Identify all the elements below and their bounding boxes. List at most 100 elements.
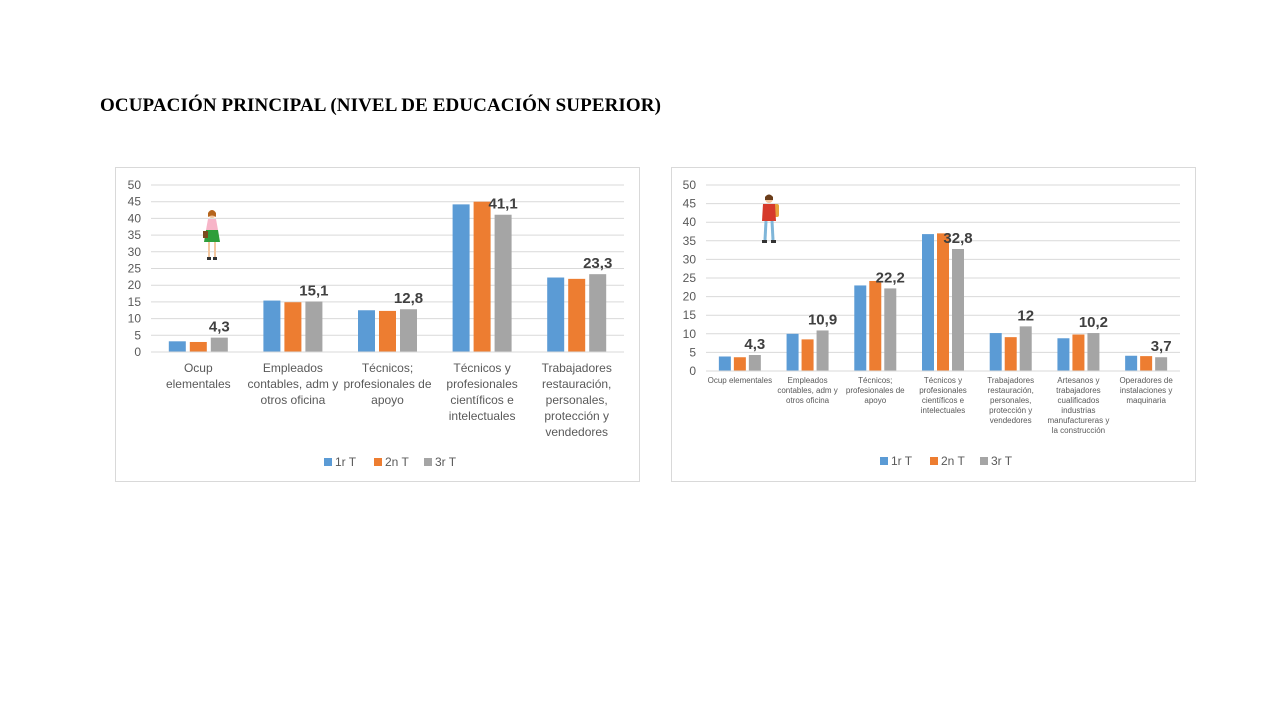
bar-3rt (589, 274, 607, 352)
legend-swatch (374, 458, 382, 466)
data-label: 3,7 (1151, 338, 1172, 355)
category-label: Empleados (788, 376, 828, 385)
y-tick-label: 45 (128, 195, 142, 209)
data-label: 4,3 (209, 319, 230, 336)
category-label: otros oficina (261, 393, 326, 407)
y-tick-label: 15 (128, 295, 142, 309)
category-label: Técnicos; (362, 361, 413, 375)
bar-1rt (1057, 338, 1070, 371)
bar-3rt (494, 214, 512, 352)
data-label: 22,2 (876, 269, 905, 286)
category-label: manufactureras y (1048, 416, 1110, 425)
chart-right-svg: 0 5 10 15 20 25 30 35 40 45 50 4,3 Ocup elementales 1… (683, 178, 1180, 468)
bar-3rt (1155, 357, 1168, 371)
category-label: Empleados (263, 361, 323, 375)
category-label: Operadores de (1119, 376, 1173, 385)
chart-left-svg: 0 5 10 15 20 25 30 35 40 45 50 4,3 Ocup elementales 15… (128, 178, 624, 469)
category-label: trabajadores (1056, 386, 1100, 395)
legend-label: 2n T (385, 455, 409, 469)
category-label: vendedores (545, 425, 608, 439)
category-label: cualificados (1058, 396, 1100, 405)
data-label: 32,8 (943, 230, 972, 247)
bar-3rt (210, 337, 228, 352)
y-tick-label: 35 (683, 234, 697, 248)
category-label: vendedores (990, 416, 1032, 425)
data-label: 4,3 (744, 336, 765, 353)
bar-1rt (168, 341, 186, 352)
bar-2nt (937, 233, 949, 371)
legend-label: 3r T (435, 455, 457, 469)
chart-right-frame: 0 5 10 15 20 25 30 35 40 45 50 4,3 Ocup elementales 1… (671, 167, 1196, 482)
data-label: 41,1 (488, 196, 517, 213)
y-tick-label: 0 (134, 345, 141, 359)
data-label: 15,1 (299, 283, 328, 300)
category-label: Técnicos; (858, 376, 892, 385)
y-tick-label: 10 (128, 312, 142, 326)
category-label: científicos e (922, 396, 965, 405)
y-tick-label: 40 (683, 215, 697, 229)
category-label: apoyo (864, 396, 886, 405)
y-tick-label: 25 (683, 271, 697, 285)
category-label: protección y (544, 409, 609, 423)
y-tick-label: 10 (683, 327, 697, 341)
category-label: Trabajadores (987, 376, 1034, 385)
y-tick-label: 50 (683, 178, 697, 192)
category-label: científicos e (450, 393, 514, 407)
bar-1rt (358, 310, 375, 352)
category-label: contables, adm y (248, 377, 339, 391)
bar-2nt (473, 201, 491, 352)
bar-1rt (786, 333, 799, 371)
bar-2nt (801, 339, 814, 371)
category-label: restauración, (988, 386, 1034, 395)
category-label: Técnicos y (453, 361, 510, 375)
bar-2nt (1004, 337, 1017, 371)
category-label: elementales (166, 377, 231, 391)
bar-2nt (379, 310, 396, 352)
bar-3rt (400, 309, 417, 352)
y-tick-label: 35 (128, 228, 142, 242)
y-tick-label: 45 (683, 197, 697, 211)
legend-label: 1r T (335, 455, 357, 469)
bar-3rt (305, 301, 323, 352)
bar-2nt (284, 302, 302, 352)
legend-label: 2n T (941, 454, 965, 468)
data-label: 12,8 (394, 290, 423, 307)
y-tick-label: 30 (683, 252, 697, 266)
y-tick-label: 50 (128, 178, 142, 192)
y-tick-label: 25 (128, 262, 142, 276)
category-label: profesionales (919, 386, 967, 395)
y-tick-label: 15 (683, 308, 697, 322)
y-tick-label: 20 (683, 290, 697, 304)
y-tick-label: 5 (689, 345, 696, 359)
bar-2nt (869, 280, 882, 371)
category-label: Artesanos y (1057, 376, 1099, 385)
data-label: 12 (1017, 307, 1034, 324)
category-label: personales, (990, 396, 1031, 405)
category-label: intelectuales (921, 406, 965, 415)
y-tick-label: 40 (128, 211, 142, 225)
data-label: 23,3 (583, 255, 612, 272)
y-tick-label: 20 (128, 278, 142, 292)
bar-1rt (989, 333, 1002, 371)
bar-3rt (952, 248, 964, 371)
y-tick-label: 30 (128, 245, 142, 259)
category-label: Trabajadores (542, 361, 612, 375)
category-label: profesionales de (846, 386, 905, 395)
bar-1rt (854, 285, 867, 371)
category-label: Técnicos y (924, 376, 962, 385)
bar-2nt (733, 357, 746, 371)
slide-title: OCUPACIÓN PRINCIPAL (NIVEL DE EDUCACIÓN … (100, 95, 662, 116)
bar-1rt (452, 204, 470, 352)
y-tick-label: 0 (689, 364, 696, 378)
category-label: restauración, (542, 377, 611, 391)
data-label: 10,9 (808, 311, 837, 328)
legend-swatch (880, 457, 888, 465)
category-label: instalaciones y (1120, 386, 1172, 395)
legend-swatch (930, 457, 938, 465)
bar-2nt (1140, 356, 1153, 371)
bar-1rt (718, 356, 731, 371)
category-label: Ocup (184, 361, 213, 375)
category-label: maquinaria (1126, 396, 1166, 405)
category-label: protección y (989, 406, 1032, 415)
bar-1rt (547, 277, 565, 352)
